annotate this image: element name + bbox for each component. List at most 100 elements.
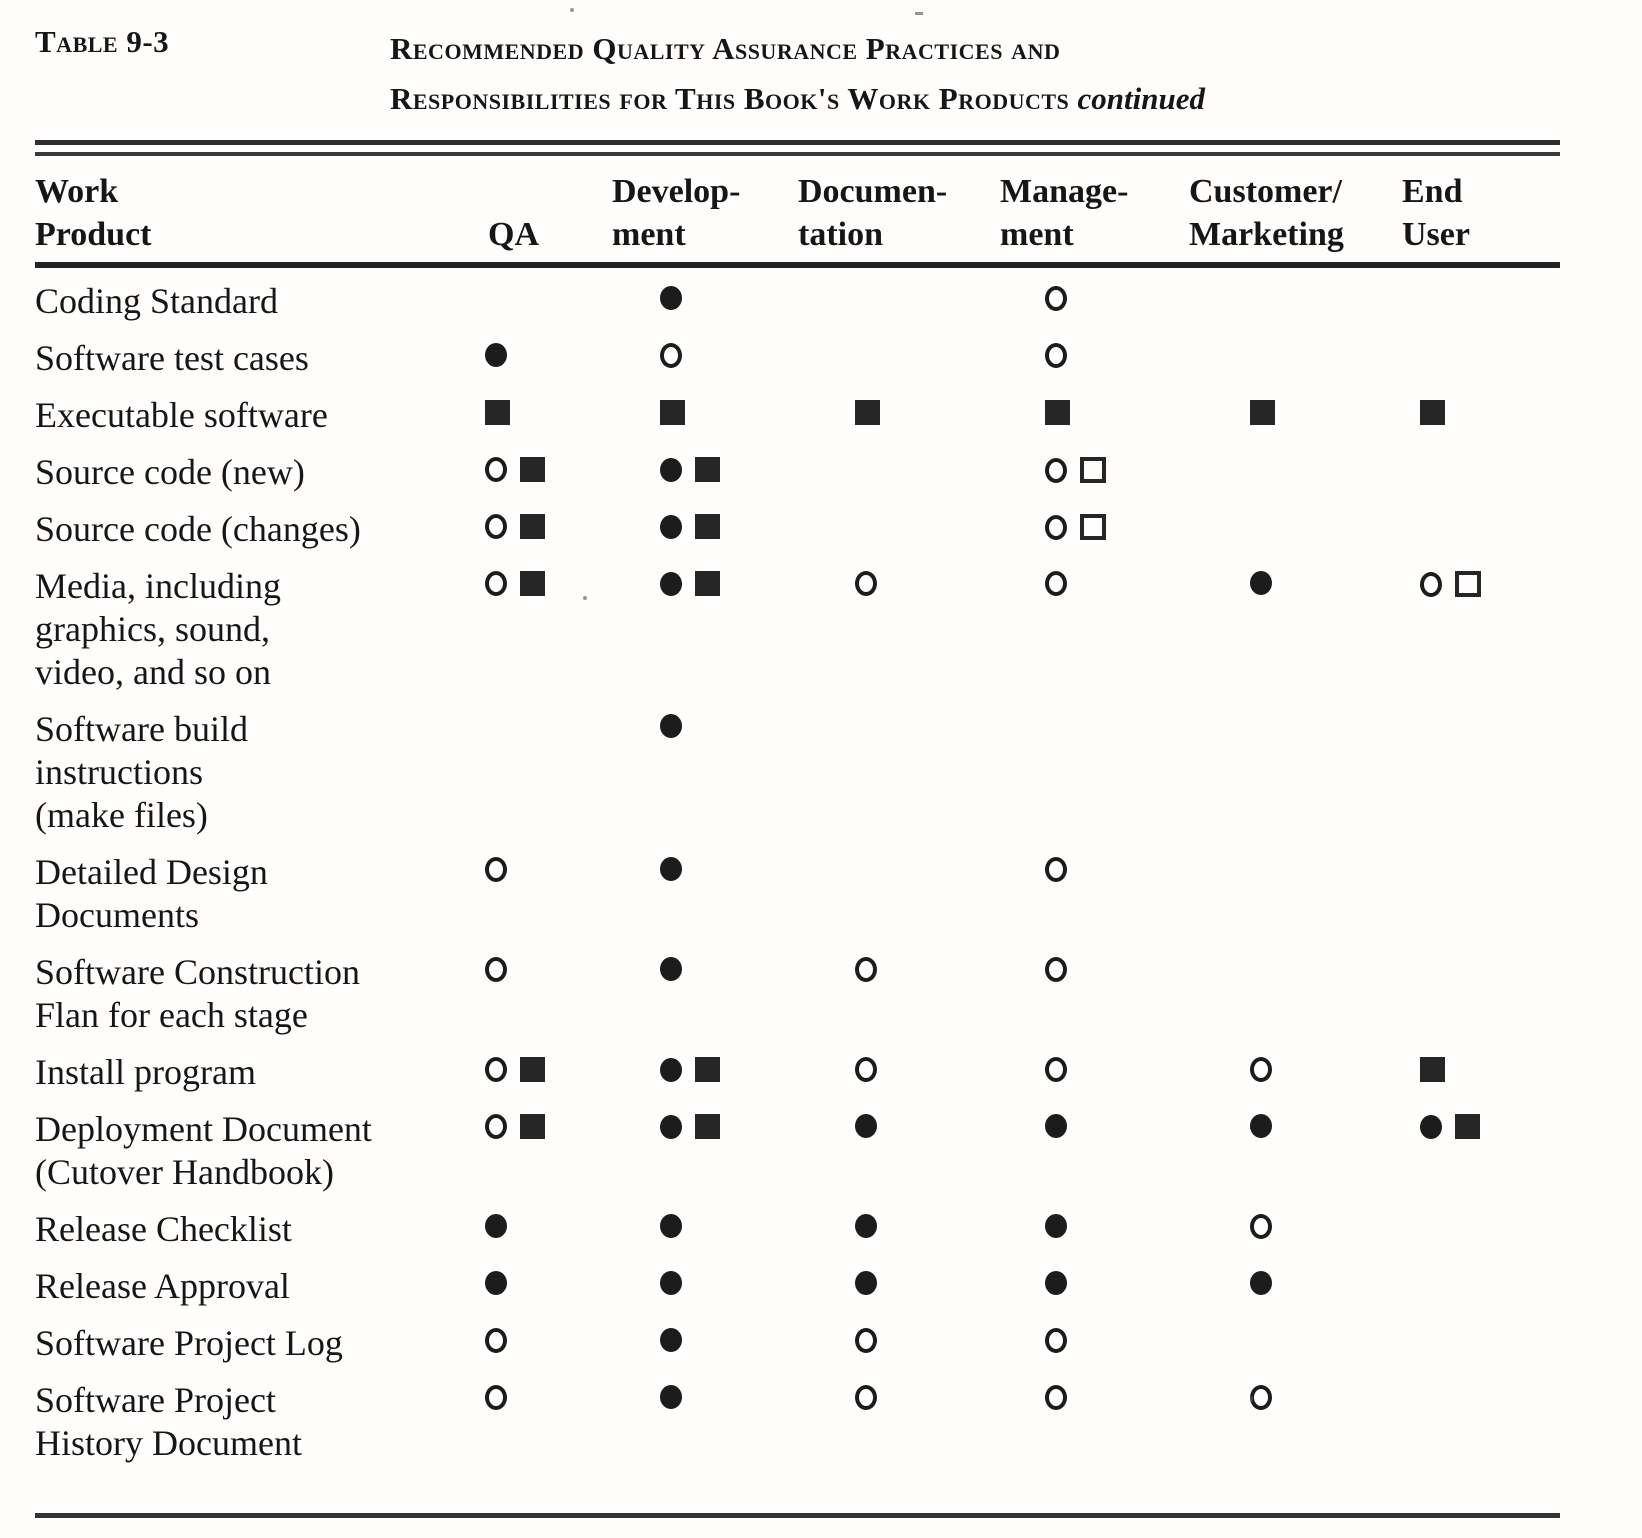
cell-development [590, 951, 780, 1037]
cell-qa [440, 1265, 590, 1308]
table-row: Media, including graphics, sound, video, a… [35, 565, 1560, 694]
open-square-icon [1080, 457, 1106, 483]
cell-documentation [780, 1208, 980, 1251]
filled-circle-icon [1420, 1114, 1442, 1139]
cell-documentation [780, 508, 980, 551]
open-circle-icon [1045, 457, 1067, 483]
work-product-name: Release Checklist [35, 1209, 292, 1249]
cell-qa [440, 337, 590, 380]
open-circle-icon [855, 957, 877, 982]
filled-circle-icon [660, 1271, 682, 1295]
cell-qa [440, 708, 590, 837]
table-row: Deployment Document (Cutover Handbook) [35, 1108, 1560, 1194]
cell-management [980, 708, 1175, 837]
cell-development [590, 1208, 780, 1251]
work-product-name: Release Approval [35, 1266, 290, 1306]
cell-qa [440, 951, 590, 1037]
filled-square-icon [695, 1114, 720, 1139]
filled-square-icon [485, 400, 510, 425]
work-product-name: Media, including graphics, sound, video, a… [35, 566, 281, 692]
filled-square-icon [695, 514, 720, 539]
filled-circle-icon [660, 514, 682, 539]
cell-qa [440, 1051, 590, 1094]
table-row: Software test cases [35, 337, 1560, 380]
cell-end_user [1390, 1379, 1560, 1465]
cell-management [980, 1322, 1175, 1365]
filled-square-icon [1250, 400, 1275, 425]
filled-circle-icon [485, 1214, 507, 1238]
filled-circle-icon [660, 714, 682, 738]
cell-qa [440, 1208, 590, 1251]
cell-management [980, 565, 1175, 694]
table-caption: Table 9-3 Recommended Quality Assurance … [35, 24, 1560, 124]
column-header-customer_marketing: Customer/Marketing [1189, 173, 1344, 253]
filled-square-icon [695, 571, 720, 596]
table-label: Table 9-3 [35, 24, 170, 59]
filled-circle-icon [855, 1214, 877, 1238]
cell-development [590, 1322, 780, 1365]
cell-qa [440, 451, 590, 494]
open-circle-icon [1045, 571, 1067, 596]
cell-end_user [1390, 1322, 1560, 1365]
cell-end_user [1390, 508, 1560, 551]
filled-circle-icon [1045, 1271, 1067, 1295]
open-circle-icon [485, 1328, 507, 1353]
table-row: Source code (changes) [35, 508, 1560, 551]
column-header-management: Manage-ment [1000, 173, 1129, 253]
bottom-rule [35, 1513, 1560, 1518]
filled-circle-icon [485, 1271, 507, 1295]
filled-square-icon [520, 514, 545, 539]
cell-customer_marketing [1175, 508, 1390, 551]
cell-development [590, 394, 780, 437]
cell-documentation [780, 1265, 980, 1308]
cell-documentation [780, 451, 980, 494]
cell-customer_marketing [1175, 1322, 1390, 1365]
cell-qa [440, 565, 590, 694]
filled-square-icon [660, 400, 685, 425]
cell-customer_marketing [1175, 394, 1390, 437]
cell-end_user [1390, 565, 1560, 694]
filled-circle-icon [1045, 1214, 1067, 1238]
filled-circle-icon [660, 571, 682, 596]
open-circle-icon [1045, 1328, 1067, 1353]
open-circle-icon [1250, 1057, 1272, 1082]
cell-customer_marketing [1175, 1265, 1390, 1308]
cell-customer_marketing [1175, 1108, 1390, 1194]
cell-customer_marketing [1175, 337, 1390, 380]
open-circle-icon [1045, 343, 1067, 368]
filled-circle-icon [855, 1114, 877, 1138]
table-row: Software Project History Document [35, 1379, 1560, 1465]
cell-development [590, 1379, 780, 1465]
cell-customer_marketing [1175, 851, 1390, 937]
cell-end_user [1390, 1265, 1560, 1308]
column-header-product: Work Product [35, 173, 152, 253]
cell-end_user [1390, 708, 1560, 837]
cell-documentation [780, 565, 980, 694]
table-row: Software Construction Flan for each stage [35, 951, 1560, 1037]
filled-square-icon [520, 1114, 545, 1139]
filled-circle-icon [1250, 571, 1272, 595]
cell-customer_marketing [1175, 1051, 1390, 1094]
cell-end_user [1390, 851, 1560, 937]
filled-circle-icon [660, 857, 682, 881]
open-circle-icon [1045, 514, 1067, 540]
open-circle-icon [485, 957, 507, 982]
cell-end_user [1390, 1108, 1560, 1194]
cell-end_user [1390, 1208, 1560, 1251]
cell-end_user [1390, 394, 1560, 437]
filled-circle-icon [660, 1057, 682, 1082]
open-circle-icon [485, 457, 507, 482]
filled-circle-icon [1250, 1271, 1272, 1295]
filled-circle-icon [1045, 1114, 1067, 1138]
filled-circle-icon [660, 957, 682, 981]
cell-qa [440, 1108, 590, 1194]
cell-development [590, 565, 780, 694]
header-bottom-rule [35, 262, 1560, 268]
column-header-end_user: End User [1402, 173, 1470, 253]
open-circle-icon [1045, 857, 1067, 882]
table-row: Executable software [35, 394, 1560, 437]
filled-square-icon [695, 457, 720, 482]
table-header-row: Work Product QA Develop-ment Documen-tation… [35, 156, 1560, 256]
open-square-icon [1455, 571, 1481, 597]
cell-documentation [780, 394, 980, 437]
